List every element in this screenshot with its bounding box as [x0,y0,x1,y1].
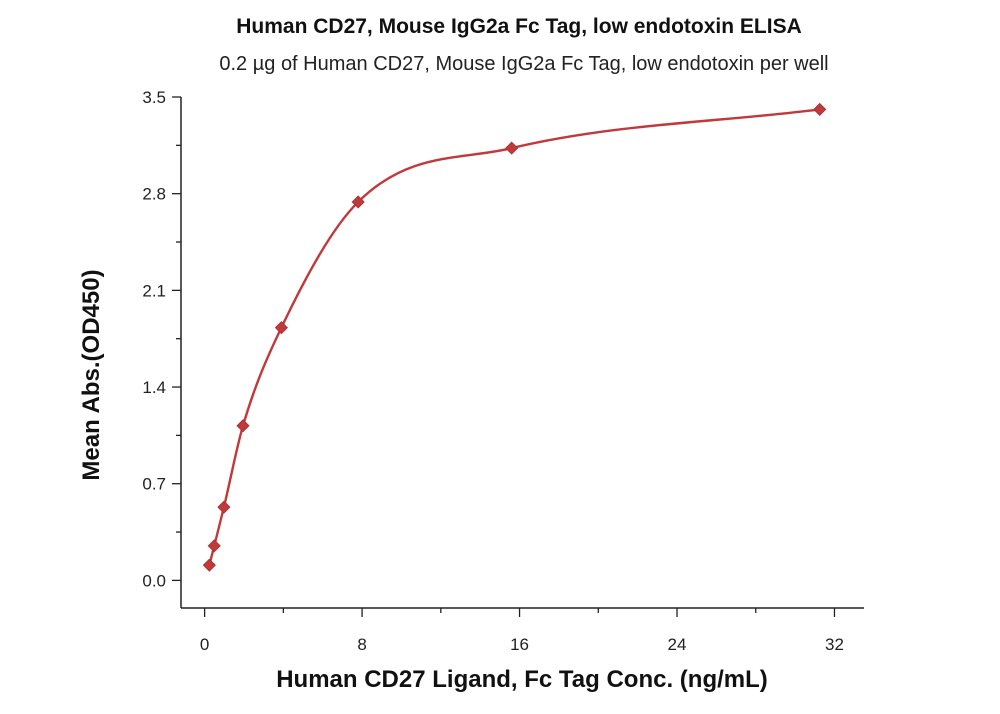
x-tick-label: 24 [668,635,687,654]
chart-subtitle: 0.2 µg of Human CD27, Mouse IgG2a Fc Tag… [219,53,828,75]
axes [180,97,864,609]
y-tick-label: 0.0 [142,571,166,590]
y-axis-title: Mean Abs.(OD450) [78,269,105,480]
y-tick-label: 2.8 [142,185,166,204]
data-point [813,102,827,116]
x-tick-label: 16 [510,635,529,654]
data-points [202,102,827,572]
y-tick-label: 3.5 [142,88,166,107]
data-point [207,539,221,553]
x-tick-label: 32 [825,635,844,654]
data-point [351,195,365,209]
chart-title: Human CD27, Mouse IgG2a Fc Tag, low endo… [236,15,802,38]
data-point [202,558,216,572]
ticks [172,96,836,617]
x-tick-label: 8 [357,635,366,654]
x-axis-title: Human CD27 Ligand, Fc Tag Conc. (ng/mL) [276,666,768,693]
tick-labels: 0 8 16 24 32 0.0 0.7 1.4 2.1 2.8 3.5 [142,88,844,654]
y-tick-label: 0.7 [142,475,166,494]
data-point [505,141,519,155]
y-tick-label: 2.1 [142,281,166,300]
data-point [274,321,288,335]
x-tick-label: 0 [200,635,209,654]
fit-curve [208,108,820,566]
data-point [217,500,231,514]
y-tick-label: 1.4 [142,378,166,397]
data-point [236,419,250,433]
